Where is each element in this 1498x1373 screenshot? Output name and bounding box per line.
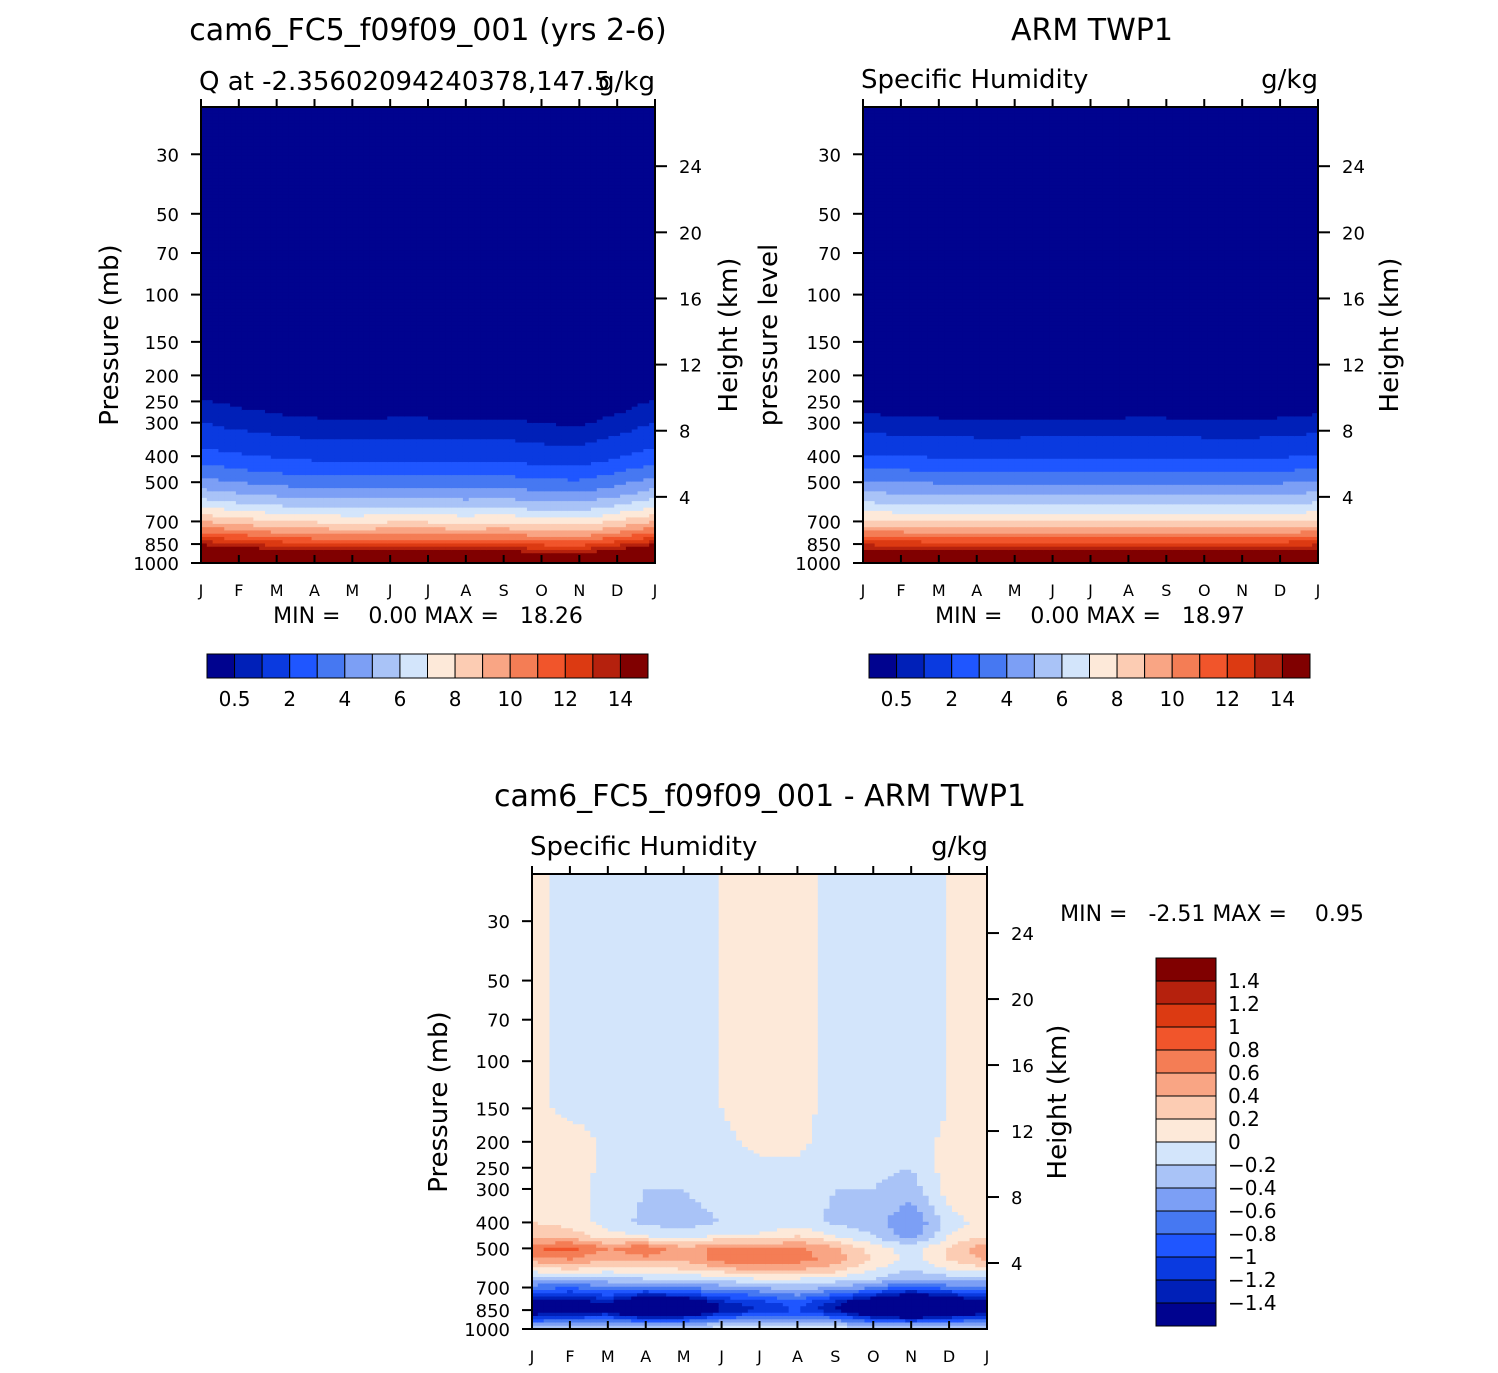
model-left-label: Q at -2.35602094240378,147.5 (199, 67, 611, 97)
model-panel: cam6_FC5_f09f09_001 (yrs 2-6) Q at -2.35… (95, 13, 744, 711)
model-title: cam6_FC5_f09f09_001 (yrs 2-6) (189, 13, 666, 48)
model-heatmap (201, 107, 656, 564)
model-right-label: g/kg (598, 67, 655, 97)
